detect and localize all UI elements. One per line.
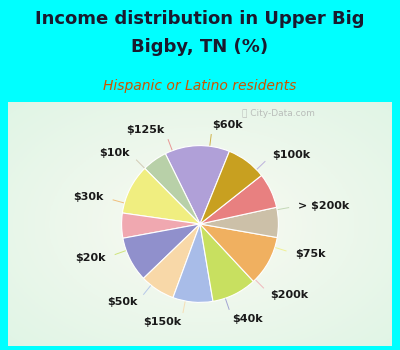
Text: Hispanic or Latino residents: Hispanic or Latino residents bbox=[103, 79, 297, 93]
Wedge shape bbox=[123, 224, 200, 278]
Wedge shape bbox=[200, 151, 262, 224]
Text: $50k: $50k bbox=[107, 297, 138, 307]
Text: $60k: $60k bbox=[212, 120, 243, 130]
Wedge shape bbox=[144, 224, 200, 298]
Wedge shape bbox=[200, 175, 276, 224]
Text: $125k: $125k bbox=[126, 126, 165, 135]
Text: ⓘ City-Data.com: ⓘ City-Data.com bbox=[242, 109, 315, 118]
Text: > $200k: > $200k bbox=[298, 201, 350, 211]
Text: $20k: $20k bbox=[76, 253, 106, 263]
Wedge shape bbox=[122, 168, 200, 224]
Wedge shape bbox=[200, 207, 278, 238]
Text: $150k: $150k bbox=[143, 317, 181, 327]
Wedge shape bbox=[200, 224, 277, 281]
Text: Income distribution in Upper Big: Income distribution in Upper Big bbox=[35, 10, 365, 28]
Text: $75k: $75k bbox=[296, 249, 326, 259]
Text: $10k: $10k bbox=[99, 148, 130, 158]
Wedge shape bbox=[122, 213, 200, 238]
Wedge shape bbox=[200, 224, 254, 301]
Text: $200k: $200k bbox=[270, 290, 308, 300]
Text: $100k: $100k bbox=[272, 150, 310, 160]
Text: $40k: $40k bbox=[232, 314, 263, 324]
Wedge shape bbox=[165, 146, 229, 224]
Text: Bigby, TN (%): Bigby, TN (%) bbox=[132, 38, 268, 56]
Text: $30k: $30k bbox=[73, 192, 104, 202]
Wedge shape bbox=[145, 154, 200, 224]
Wedge shape bbox=[173, 224, 213, 302]
